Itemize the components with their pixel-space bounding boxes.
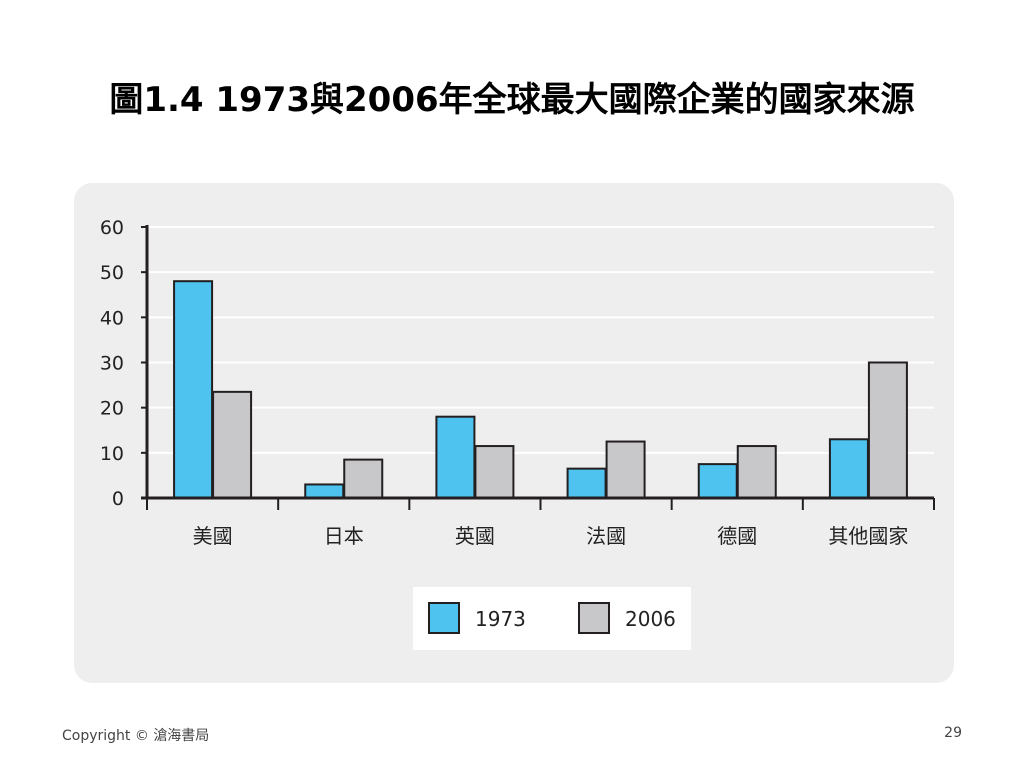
bar-1973-1 (173, 280, 214, 499)
bar-chart: 0 10 20 30 40 50 60 美國 日本 英國 法國 德國 其他國家 1973 2006 (100, 217, 935, 650)
legend-label-2006: 2006 (625, 607, 676, 631)
legend-swatch-1973 (428, 602, 460, 634)
x-category-label: 美國 (193, 524, 233, 548)
bar-2006-3 (474, 445, 515, 499)
bar-1973-3 (435, 415, 476, 499)
x-category-label: 法國 (586, 524, 626, 548)
bar-2006-1 (212, 390, 253, 500)
page-number: 29 (944, 725, 962, 741)
copyright-text: Copyright © 滄海書局 (62, 728, 210, 744)
slide-title: 圖1.4 1973與2006年全球最大國際企業的國家來源 (109, 80, 915, 120)
chart-panel: 0 10 20 30 40 50 60 美國 日本 英國 法國 德國 其他國家 1973 2006 (74, 183, 954, 683)
y-tick-label: 0 (112, 488, 124, 510)
bar-1973-2 (304, 483, 345, 500)
y-tick-label: 20 (100, 398, 124, 420)
bar-2006-4 (605, 440, 646, 499)
x-category-label: 日本 (324, 524, 364, 548)
bar-2006-2 (343, 458, 384, 500)
x-category-label: 英國 (455, 524, 495, 548)
y-tick-label: 50 (100, 262, 124, 284)
bar-1973-5 (697, 463, 738, 499)
x-category-label: 其他國家 (828, 524, 908, 548)
y-tick-label: 40 (100, 307, 124, 329)
bar-1973-4 (566, 467, 607, 499)
bar-2006-5 (736, 445, 777, 499)
x-category-label: 德國 (717, 524, 757, 548)
bar-2006-6 (867, 361, 908, 499)
legend-label-1973: 1973 (475, 607, 526, 631)
y-tick-label: 30 (100, 353, 124, 375)
legend-swatch-2006 (578, 602, 610, 634)
y-tick-label: 60 (100, 217, 124, 239)
bar-1973-6 (828, 438, 869, 499)
y-tick-label: 10 (100, 443, 124, 465)
